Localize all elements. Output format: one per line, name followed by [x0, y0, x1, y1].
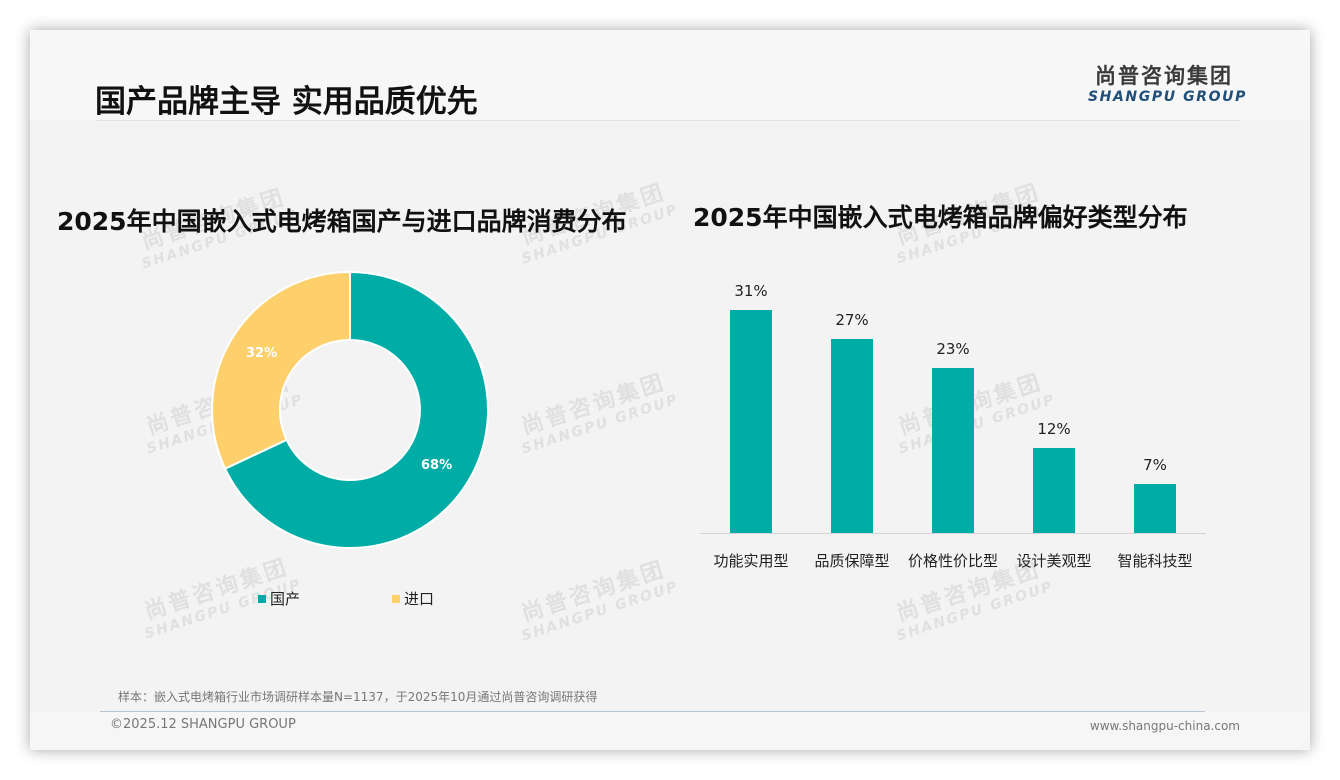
donut-chart-title: 2025年中国嵌入式电烤箱国产与进口品牌消费分布	[57, 207, 627, 236]
donut-slice-domestic	[223, 270, 489, 549]
logo-english: SHANGPU GROUP	[1088, 89, 1247, 105]
donut-label-domestic: 68%	[421, 458, 453, 473]
bar-value-label: 31%	[734, 282, 768, 300]
bar-value-label: 23%	[936, 340, 970, 358]
bar-functional	[730, 310, 772, 533]
x-axis-label: 智能科技型	[1117, 552, 1193, 570]
bar-value-for-money	[932, 368, 974, 533]
legend-item-imported: 进口	[392, 588, 434, 609]
bar-value-label: 27%	[835, 311, 869, 329]
donut-svg	[211, 270, 489, 549]
copyright-text: ©2025.12 SHANGPU GROUP	[110, 717, 296, 732]
x-axis-label: 设计美观型	[1016, 552, 1092, 570]
donut-slice-imported	[211, 270, 351, 471]
legend-label-imported: 进口	[404, 590, 435, 608]
bar-quality	[831, 339, 873, 533]
bar-value-label: 12%	[1037, 420, 1071, 438]
legend-item-domestic: 国产	[258, 588, 300, 609]
legend-swatch-teal	[258, 594, 266, 603]
page-title: 国产品牌主导 实用品质优先	[95, 84, 478, 120]
bar-design	[1033, 448, 1075, 533]
footer-background	[30, 712, 1310, 750]
title-divider	[95, 120, 1240, 121]
x-axis-label: 品质保障型	[814, 552, 890, 570]
x-axis-line	[700, 533, 1206, 534]
slide: 尚普咨询集团 SHANGPU GROUP 尚普咨询集团 SHANGPU GROUP …	[30, 30, 1310, 750]
sample-note: 样本：嵌入式电烤箱行业市场调研样本量N=1137，于2025年10月通过尚普咨询…	[118, 690, 598, 704]
website-link[interactable]: www.shangpu-china.com	[1089, 719, 1240, 733]
footer-divider	[100, 711, 1205, 712]
donut-label-imported: 32%	[246, 346, 278, 361]
legend-swatch-yellow	[392, 594, 400, 603]
header-background	[30, 30, 1310, 120]
company-logo: 尚普咨询集团 SHANGPU GROUP	[1088, 64, 1247, 106]
donut-chart: 68% 32%	[210, 270, 490, 550]
bar-value-label: 7%	[1143, 456, 1167, 474]
bar-smart-tech	[1134, 484, 1176, 533]
logo-chinese: 尚普咨询集团	[1095, 64, 1233, 88]
x-axis-label: 功能实用型	[713, 552, 789, 570]
legend-label-domestic: 国产	[270, 590, 301, 608]
x-axis-label: 价格性价比型	[907, 552, 998, 570]
bar-chart-title: 2025年中国嵌入式电烤箱品牌偏好类型分布	[693, 203, 1188, 232]
bar-chart: 31% 27% 23% 12% 7% 功能实用型 品质保障型 价格性价比型 设计…	[700, 280, 1210, 580]
